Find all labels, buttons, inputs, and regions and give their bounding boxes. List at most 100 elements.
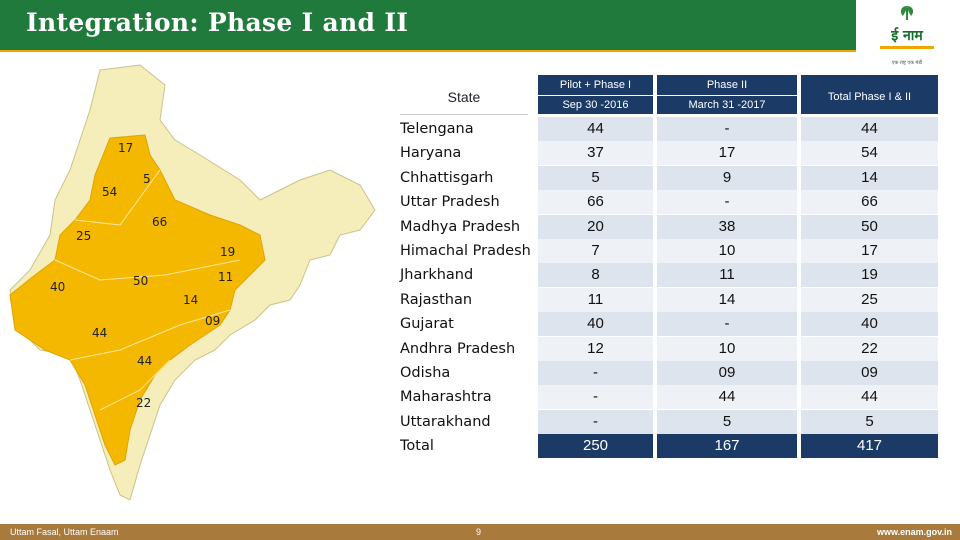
page-title: Integration: Phase I and II bbox=[26, 8, 409, 37]
table-row: Uttarakhand -5 5 bbox=[400, 409, 938, 434]
total-cell: 5 bbox=[801, 409, 938, 434]
map-label: 11 bbox=[218, 270, 234, 284]
table-row: Rajasthan 11 14 25 bbox=[400, 287, 938, 312]
state-cell: Maharashtra bbox=[400, 385, 538, 410]
state-cell: Uttar Pradesh bbox=[400, 190, 538, 215]
total-cell: 22 bbox=[801, 336, 938, 361]
map-border bbox=[74, 169, 161, 226]
map-label: 44 bbox=[137, 354, 153, 368]
footer-bar bbox=[0, 524, 960, 540]
phase2-cell: 11 bbox=[657, 263, 797, 288]
phase2-cell: - bbox=[657, 117, 797, 141]
map-label: 19 bbox=[220, 245, 236, 259]
map-label: 17 bbox=[118, 141, 134, 155]
col1-header-bottom: Sep 30 -2016 bbox=[538, 96, 653, 114]
phase2-cell: 14 bbox=[657, 287, 797, 312]
map-label: 09 bbox=[205, 314, 221, 328]
state-cell: Odisha bbox=[400, 361, 538, 385]
col2-header-bottom: March 31 -2017 bbox=[657, 96, 797, 114]
enam-logo-icon: ई नाम bbox=[866, 2, 948, 60]
total-cell: 09 bbox=[801, 361, 938, 385]
phase1-cell: 7 bbox=[538, 239, 653, 263]
india-map bbox=[9, 64, 376, 500]
state-cell: Madhya Pradesh bbox=[400, 214, 538, 239]
phase1-cell: 12 bbox=[538, 336, 653, 361]
phase2-cell: - bbox=[657, 312, 797, 337]
footer-website-link[interactable]: www.enam.gov.in bbox=[876, 527, 952, 537]
total-cell: 50 bbox=[801, 214, 938, 239]
total-cell: 44 bbox=[801, 117, 938, 141]
phase2-cell: - bbox=[657, 190, 797, 215]
enam-logo: ई नाम एक राष्ट्र एक मंडी bbox=[866, 2, 948, 66]
phase2-cell: 10 bbox=[657, 336, 797, 361]
phase1-total-cell: 250 bbox=[538, 434, 653, 459]
phase2-total-cell: 167 bbox=[657, 434, 797, 459]
phase1-cell: 37 bbox=[538, 141, 653, 166]
state-column-header: State bbox=[400, 75, 528, 115]
phase1-cell: 8 bbox=[538, 263, 653, 288]
total-cell: 19 bbox=[801, 263, 938, 288]
phase2-cell: 10 bbox=[657, 239, 797, 263]
state-cell: Himachal Pradesh bbox=[400, 239, 538, 263]
table-row: Odisha -09 09 bbox=[400, 361, 938, 385]
state-cell: Telengana bbox=[400, 117, 538, 141]
state-cell: Gujarat bbox=[400, 312, 538, 337]
phase2-cell: 38 bbox=[657, 214, 797, 239]
map-border bbox=[99, 359, 171, 411]
total-cell: 14 bbox=[801, 165, 938, 190]
table-row: Madhya Pradesh 20 38 50 bbox=[400, 214, 938, 239]
total-label-cell: Total bbox=[400, 434, 538, 459]
logo-tagline: एक राष्ट्र एक मंडी bbox=[891, 60, 923, 66]
map-label: 22 bbox=[136, 396, 152, 410]
col2-header-top: Phase II bbox=[657, 75, 797, 95]
phase1-cell: 66 bbox=[538, 190, 653, 215]
map-label: 40 bbox=[50, 280, 66, 294]
phase2-cell: 17 bbox=[657, 141, 797, 166]
col3-header: Total Phase I & II bbox=[801, 75, 938, 114]
phase2-cell: 5 bbox=[657, 409, 797, 434]
map-border bbox=[69, 309, 231, 361]
total-cell: 25 bbox=[801, 287, 938, 312]
page-number: 9 bbox=[476, 527, 482, 537]
phase1-cell: 11 bbox=[538, 287, 653, 312]
map-label: 54 bbox=[102, 185, 118, 199]
phase1-cell: 40 bbox=[538, 312, 653, 337]
total-cell: 17 bbox=[801, 239, 938, 263]
map-label: 66 bbox=[152, 215, 168, 229]
footer-slogan: Uttam Fasal, Uttam Enaam bbox=[10, 527, 119, 537]
total-cell: 54 bbox=[801, 141, 938, 166]
map-label: 25 bbox=[76, 229, 92, 243]
table-row: Gujarat 40-40 bbox=[400, 312, 938, 337]
table-row: Uttar Pradesh 66-66 bbox=[400, 190, 938, 215]
state-cell: Uttarakhand bbox=[400, 409, 538, 434]
map-label: 50 bbox=[133, 274, 149, 288]
total-cell: 44 bbox=[801, 385, 938, 410]
phase1-cell: - bbox=[538, 409, 653, 434]
phase1-cell: - bbox=[538, 361, 653, 385]
phase1-cell: 44 bbox=[538, 117, 653, 141]
map-highlight-region bbox=[9, 134, 266, 466]
state-cell: Jharkhand bbox=[400, 263, 538, 288]
state-cell: Haryana bbox=[400, 141, 538, 166]
table-row: Telengana 44-44 bbox=[400, 117, 938, 141]
state-cell: Rajasthan bbox=[400, 287, 538, 312]
map-border bbox=[54, 259, 241, 281]
map-label: 5 bbox=[143, 172, 151, 186]
state-cell: Andhra Pradesh bbox=[400, 336, 538, 361]
title-bar bbox=[0, 0, 856, 52]
phase2-cell: 9 bbox=[657, 165, 797, 190]
table-row: Andhra Pradesh 12 10 22 bbox=[400, 336, 938, 361]
table-row: Jharkhand 8 11 19 bbox=[400, 263, 938, 288]
table-row: Chhattisgarh 5 9 14 bbox=[400, 165, 938, 190]
map-label: 44 bbox=[92, 326, 108, 340]
logo-text: ई नाम bbox=[890, 27, 923, 44]
table-row: Haryana 37 17 54 bbox=[400, 141, 938, 166]
phase1-cell: 20 bbox=[538, 214, 653, 239]
phase2-cell: 09 bbox=[657, 361, 797, 385]
total-cell: 40 bbox=[801, 312, 938, 337]
total-cell: 66 bbox=[801, 190, 938, 215]
phase1-cell: - bbox=[538, 385, 653, 410]
col1-header-top: Pilot + Phase I bbox=[538, 75, 653, 95]
table-row: Himachal Pradesh 7 10 17 bbox=[400, 239, 938, 263]
map-label: 14 bbox=[183, 293, 199, 307]
